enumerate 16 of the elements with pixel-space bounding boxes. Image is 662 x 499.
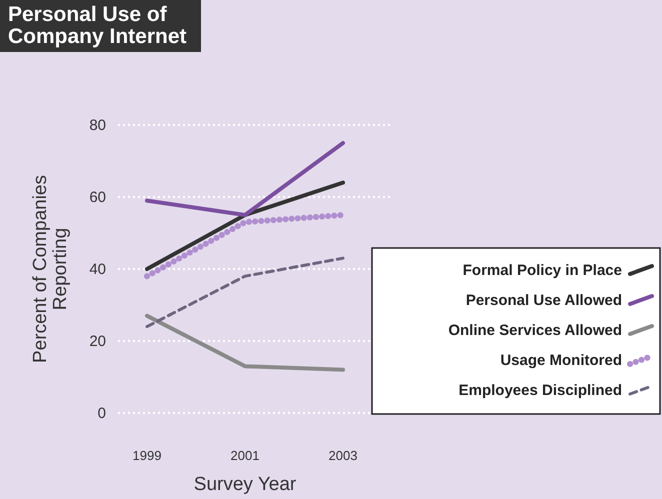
legend-label: Online Services Allowed [448, 322, 622, 339]
y-tick-label: 0 [98, 404, 106, 422]
y-tick-label: 40 [89, 260, 106, 278]
x-axis-title: Survey Year [194, 474, 297, 495]
y-tick-label: 20 [89, 332, 106, 350]
y-tick-label: 80 [89, 116, 106, 134]
x-tick-label: 1999 [132, 448, 162, 464]
x-tick-label: 2003 [328, 448, 358, 464]
legend-label: Employees Disciplined [458, 382, 622, 399]
x-tick-label: 2001 [230, 448, 260, 464]
chart-title: Personal Use of Company Internet [0, 0, 201, 52]
y-tick-label: 60 [89, 188, 106, 206]
legend-label: Formal Policy in Place [462, 262, 622, 279]
y-axis-title: Percent of Companies Reporting [30, 175, 72, 363]
legend-label: Personal Use Allowed [466, 292, 622, 309]
legend-label: Usage Monitored [500, 352, 622, 369]
